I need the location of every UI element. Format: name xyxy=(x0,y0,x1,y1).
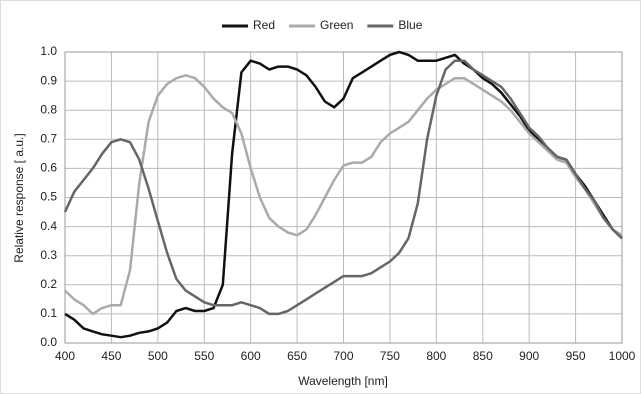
y-tick-label: 0.4 xyxy=(40,219,57,233)
y-tick-label: 0.8 xyxy=(40,102,57,116)
x-tick-label: 600 xyxy=(241,349,261,363)
x-tick-label: 750 xyxy=(380,349,400,363)
x-tick-label: 900 xyxy=(519,349,539,363)
y-tick-label: 0.2 xyxy=(40,277,57,291)
x-tick-label: 850 xyxy=(473,349,493,363)
y-tick-label: 0.6 xyxy=(40,161,57,175)
legend-label: Blue xyxy=(398,18,422,32)
plot-frame xyxy=(64,51,623,344)
x-tick-label: 700 xyxy=(333,349,353,363)
x-tick-label: 1000 xyxy=(609,349,636,363)
x-tick-label: 550 xyxy=(194,349,214,363)
x-tick-label: 400 xyxy=(55,349,75,363)
y-tick-label: 0.3 xyxy=(40,248,57,262)
x-tick-label: 950 xyxy=(566,349,586,363)
series-line xyxy=(64,50,623,339)
y-tick-label: 0.5 xyxy=(40,190,57,204)
legend-label: Red xyxy=(253,18,275,32)
y-tick-label: 0.7 xyxy=(40,131,57,145)
x-axis-title: Wavelength [nm] xyxy=(298,374,388,388)
series-line xyxy=(63,59,623,316)
x-tick-label: 800 xyxy=(426,349,446,363)
series-line xyxy=(64,74,623,316)
y-tick-label: 1.0 xyxy=(40,44,57,58)
y-tick-label: 0.9 xyxy=(40,73,57,87)
x-tick-label: 500 xyxy=(148,349,168,363)
x-tick-label: 450 xyxy=(101,349,121,363)
y-axis-title: Relative response [ a.u.] xyxy=(12,133,26,262)
x-tick-label: 650 xyxy=(287,349,307,363)
legend-label: Green xyxy=(320,18,353,32)
y-tick-label: 0.1 xyxy=(40,306,57,320)
y-tick-label: 0.0 xyxy=(40,335,57,349)
